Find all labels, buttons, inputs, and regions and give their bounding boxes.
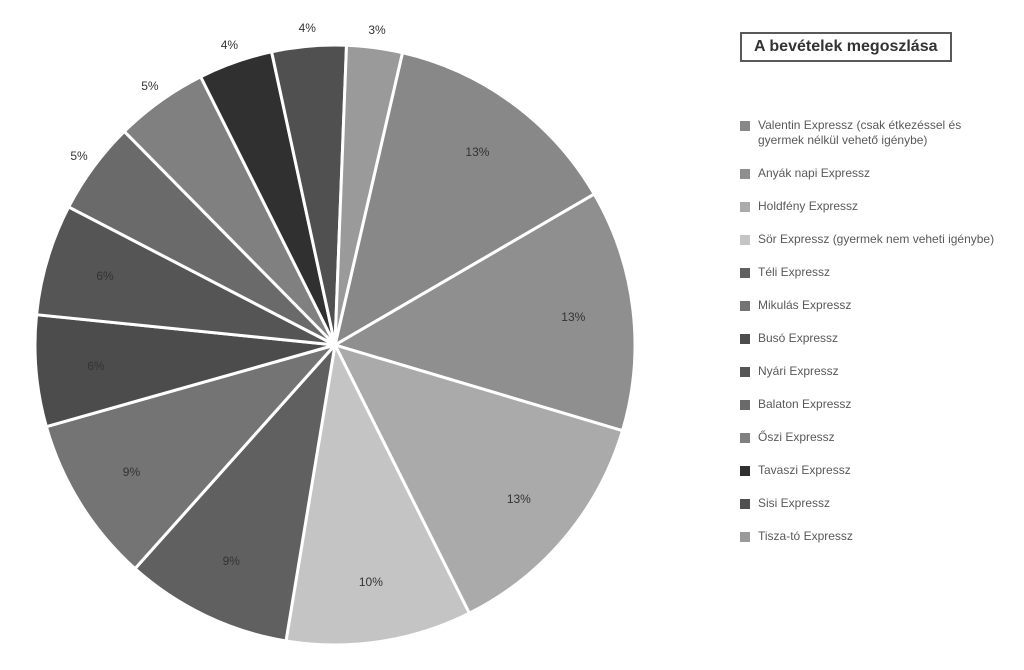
legend-label: Nyári Expressz — [758, 364, 839, 379]
legend-item: Mikulás Expressz — [740, 298, 1000, 313]
legend-swatch — [740, 334, 750, 344]
legend-label: Tisza-tó Expressz — [758, 529, 853, 544]
legend-label: Mikulás Expressz — [758, 298, 851, 313]
legend-swatch — [740, 499, 750, 509]
legend-label: Anyák napi Expressz — [758, 166, 870, 181]
legend-item: Téli Expressz — [740, 265, 1000, 280]
legend-swatch — [740, 169, 750, 179]
legend-label: Sisi Expressz — [758, 496, 830, 511]
pie-slice-label: 13% — [507, 492, 531, 506]
pie-slice-label: 4% — [299, 21, 316, 35]
pie-slice-label: 5% — [70, 149, 87, 163]
legend-label: Sör Expressz (gyermek nem veheti igénybe… — [758, 232, 994, 247]
legend-item: Busó Expressz — [740, 331, 1000, 346]
legend-swatch — [740, 121, 750, 131]
legend-swatch — [740, 532, 750, 542]
legend-label: Busó Expressz — [758, 331, 838, 346]
legend-item: Sör Expressz (gyermek nem veheti igénybe… — [740, 232, 1000, 247]
legend-label: Holdfény Expressz — [758, 199, 858, 214]
pie-slice-label: 9% — [123, 465, 140, 479]
chart-stage: { "title": "A bevételek megoszlása", "ti… — [0, 0, 1024, 670]
legend-item: Tisza-tó Expressz — [740, 529, 1000, 544]
pie-slice-label: 6% — [87, 359, 104, 373]
legend-item: Valentin Expressz (csak étkezéssel és gy… — [740, 118, 1000, 148]
legend-item: Balaton Expressz — [740, 397, 1000, 412]
legend-swatch — [740, 466, 750, 476]
legend-item: Őszi Expressz — [740, 430, 1000, 445]
pie-slice-label: 6% — [96, 269, 113, 283]
legend-label: Őszi Expressz — [758, 430, 835, 445]
legend-swatch — [740, 301, 750, 311]
legend-swatch — [740, 268, 750, 278]
pie-slice-label: 9% — [223, 554, 240, 568]
legend-swatch — [740, 235, 750, 245]
pie-slice-label: 4% — [221, 38, 238, 52]
legend-label: Tavaszi Expressz — [758, 463, 851, 478]
legend-label: Valentin Expressz (csak étkezéssel és gy… — [758, 118, 1000, 148]
legend-swatch — [740, 367, 750, 377]
legend-item: Tavaszi Expressz — [740, 463, 1000, 478]
pie-slice-label: 10% — [359, 575, 383, 589]
legend-item: Nyári Expressz — [740, 364, 1000, 379]
pie-slice-label: 5% — [141, 79, 158, 93]
chart-title: A bevételek megoszlása — [740, 32, 952, 62]
legend-label: Téli Expressz — [758, 265, 830, 280]
legend: Valentin Expressz (csak étkezéssel és gy… — [740, 118, 1000, 562]
legend-swatch — [740, 433, 750, 443]
legend-item: Anyák napi Expressz — [740, 166, 1000, 181]
legend-item: Holdfény Expressz — [740, 199, 1000, 214]
pie-slice-label: 13% — [561, 310, 585, 324]
pie-slice-label: 13% — [465, 145, 489, 159]
legend-item: Sisi Expressz — [740, 496, 1000, 511]
legend-label: Balaton Expressz — [758, 397, 851, 412]
legend-swatch — [740, 400, 750, 410]
legend-swatch — [740, 202, 750, 212]
pie-slice-label: 3% — [368, 23, 385, 37]
